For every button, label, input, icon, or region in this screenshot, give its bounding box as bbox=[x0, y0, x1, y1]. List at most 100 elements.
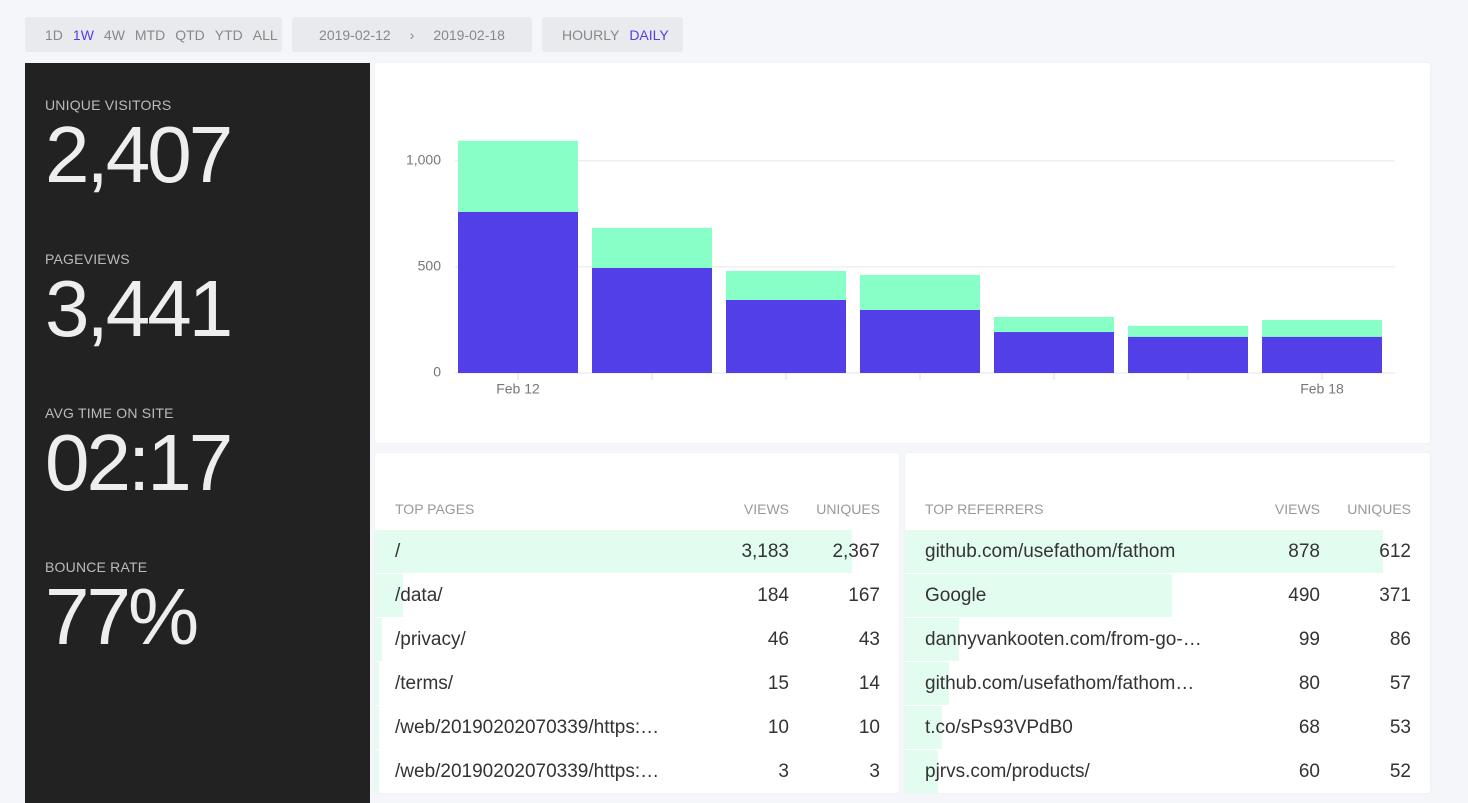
row-uniques: 3 bbox=[869, 761, 880, 782]
table-row[interactable]: github.com/usefathom/fathom… 80 57 bbox=[905, 662, 1430, 705]
period-option[interactable]: MTD bbox=[134, 26, 166, 43]
stat-value: 77% bbox=[45, 572, 199, 661]
share-bar bbox=[375, 618, 382, 661]
row-views: 46 bbox=[767, 629, 789, 650]
stat-label: UNIQUE VISITORS bbox=[45, 97, 172, 113]
column-header: VIEWS bbox=[743, 501, 789, 517]
bar bbox=[592, 267, 712, 373]
share-bar bbox=[375, 750, 379, 793]
row-name[interactable]: dannyvankooten.com/from-go-… bbox=[925, 629, 1202, 650]
row-views: 10 bbox=[767, 717, 789, 738]
stat: AVG TIME ON SITE 02:17 bbox=[45, 405, 233, 503]
period-option[interactable]: QTD bbox=[175, 26, 205, 43]
row-uniques: 52 bbox=[1389, 761, 1411, 782]
stat-label: AVG TIME ON SITE bbox=[45, 405, 174, 421]
share-bar bbox=[375, 574, 403, 617]
row-name[interactable]: github.com/usefathom/fathom… bbox=[925, 673, 1195, 694]
row-name[interactable]: /terms/ bbox=[395, 673, 454, 694]
row-name[interactable]: /web/20190202070339/https:… bbox=[395, 761, 660, 782]
table-row[interactable]: /privacy/46 43 bbox=[375, 618, 899, 661]
share-bar bbox=[905, 662, 949, 705]
row-uniques: 14 bbox=[858, 673, 880, 694]
row-views: 184 bbox=[757, 585, 789, 606]
row-views: 60 bbox=[1298, 761, 1320, 782]
row-uniques: 2,367 bbox=[832, 541, 880, 562]
stat: BOUNCE RATE 77% bbox=[45, 559, 199, 661]
y-tick-label: 1,000 bbox=[406, 152, 441, 168]
share-bar bbox=[905, 530, 1383, 573]
granularity-option[interactable]: DAILY bbox=[629, 26, 669, 43]
stats-panel: UNIQUE VISITORS 2,407 PAGEVIEWS 3,441 AVG TI… bbox=[25, 63, 370, 803]
table-row[interactable]: /terms/15 14 bbox=[375, 662, 899, 705]
date-end[interactable]: 2019-02-18 bbox=[433, 26, 505, 43]
date-range[interactable]: 2019-02-12 › 2019-02-18 bbox=[292, 17, 532, 52]
share-bar bbox=[375, 706, 379, 749]
table-row[interactable]: /data/184 167 bbox=[375, 574, 899, 617]
row-name[interactable]: /data/ bbox=[395, 585, 443, 606]
bar bbox=[726, 300, 846, 373]
row-uniques: 53 bbox=[1389, 717, 1411, 738]
row-name[interactable]: /web/20190202070339/https:… bbox=[395, 717, 660, 738]
column-header: TOP REFERRERS bbox=[925, 501, 1044, 517]
share-bar bbox=[375, 530, 852, 573]
bar bbox=[1128, 336, 1248, 373]
period-option[interactable]: 4W bbox=[103, 26, 125, 43]
bar bbox=[994, 332, 1114, 373]
row-views: 15 bbox=[767, 673, 789, 694]
stat: UNIQUE VISITORS 2,407 bbox=[45, 97, 233, 199]
row-uniques: 371 bbox=[1379, 585, 1411, 606]
table-row[interactable]: github.com/usefathom/fathom 878 612 bbox=[905, 530, 1430, 573]
row-name[interactable]: / bbox=[395, 541, 401, 562]
bar bbox=[1262, 336, 1382, 373]
top-pages-card: TOP PAGES VIEWS UNIQUES / 3,183 2,367/data/18… bbox=[375, 453, 899, 793]
column-header: UNIQUES bbox=[1347, 501, 1411, 517]
table-row[interactable]: / 3,183 2,367 bbox=[375, 530, 899, 573]
row-views: 878 bbox=[1288, 541, 1320, 562]
chart-card: 0 500 1,000 Feb 12 Feb 18 bbox=[375, 63, 1430, 443]
column-header: UNIQUES bbox=[816, 501, 880, 517]
x-tick-label: Feb 12 bbox=[496, 381, 540, 397]
table-row[interactable]: dannyvankooten.com/from-go-… 99 86 bbox=[905, 618, 1430, 661]
period-selector: 1D 1W 4W MTD QTD YTD ALL bbox=[25, 17, 282, 52]
share-bar bbox=[905, 574, 1172, 617]
row-views: 3,183 bbox=[741, 541, 789, 562]
row-uniques: 43 bbox=[858, 629, 880, 650]
row-uniques: 10 bbox=[858, 717, 880, 738]
row-views: 80 bbox=[1298, 673, 1320, 694]
stat-value: 2,407 bbox=[45, 110, 233, 199]
page: 1D 1W 4W MTD QTD YTD ALL 2019-02-12 › 2019-02-… bbox=[25, 17, 1430, 803]
table-row[interactable]: /web/20190202070339/https:… 3 3 bbox=[375, 750, 899, 793]
date-start[interactable]: 2019-02-12 bbox=[319, 26, 391, 43]
table-row[interactable]: /web/20190202070339/https:… 10 10 bbox=[375, 706, 899, 749]
bar bbox=[458, 211, 578, 373]
share-bar bbox=[375, 662, 379, 705]
stat-label: PAGEVIEWS bbox=[45, 251, 130, 267]
row-name[interactable]: Google bbox=[925, 585, 987, 606]
row-uniques: 57 bbox=[1389, 673, 1411, 694]
stat-label: BOUNCE RATE bbox=[45, 559, 148, 575]
row-views: 3 bbox=[778, 761, 789, 782]
row-name[interactable]: pjrvs.com/products/ bbox=[925, 761, 1090, 782]
stat: PAGEVIEWS 3,441 bbox=[45, 251, 233, 349]
x-tick-label: Feb 18 bbox=[1300, 381, 1344, 397]
period-option[interactable]: ALL bbox=[252, 26, 278, 43]
granularity-option[interactable]: HOURLY bbox=[562, 26, 620, 43]
share-bar bbox=[905, 618, 959, 661]
top-referrers-card: TOP REFERRERS VIEWS UNIQUES github.com/usef… bbox=[905, 453, 1430, 793]
table-row[interactable]: t.co/sPs93VPdB0 68 53 bbox=[905, 706, 1430, 749]
table-row[interactable]: pjrvs.com/products/60 52 bbox=[905, 750, 1430, 793]
row-uniques: 86 bbox=[1389, 629, 1411, 650]
row-name[interactable]: github.com/usefathom/fathom bbox=[925, 541, 1176, 562]
chart: 0 500 1,000 Feb 12 Feb 18 bbox=[406, 140, 1395, 397]
y-tick-label: 500 bbox=[418, 258, 442, 274]
row-name[interactable]: t.co/sPs93VPdB0 bbox=[925, 717, 1073, 738]
period-option[interactable]: 1W bbox=[72, 26, 94, 43]
row-uniques: 167 bbox=[848, 585, 880, 606]
period-option[interactable]: 1D bbox=[45, 26, 63, 43]
row-views: 99 bbox=[1298, 629, 1320, 650]
share-bar bbox=[905, 706, 942, 749]
row-name[interactable]: /privacy/ bbox=[395, 629, 466, 650]
row-views: 68 bbox=[1298, 717, 1320, 738]
period-option[interactable]: YTD bbox=[214, 26, 243, 43]
table-row[interactable]: Google 490 371 bbox=[905, 574, 1430, 617]
